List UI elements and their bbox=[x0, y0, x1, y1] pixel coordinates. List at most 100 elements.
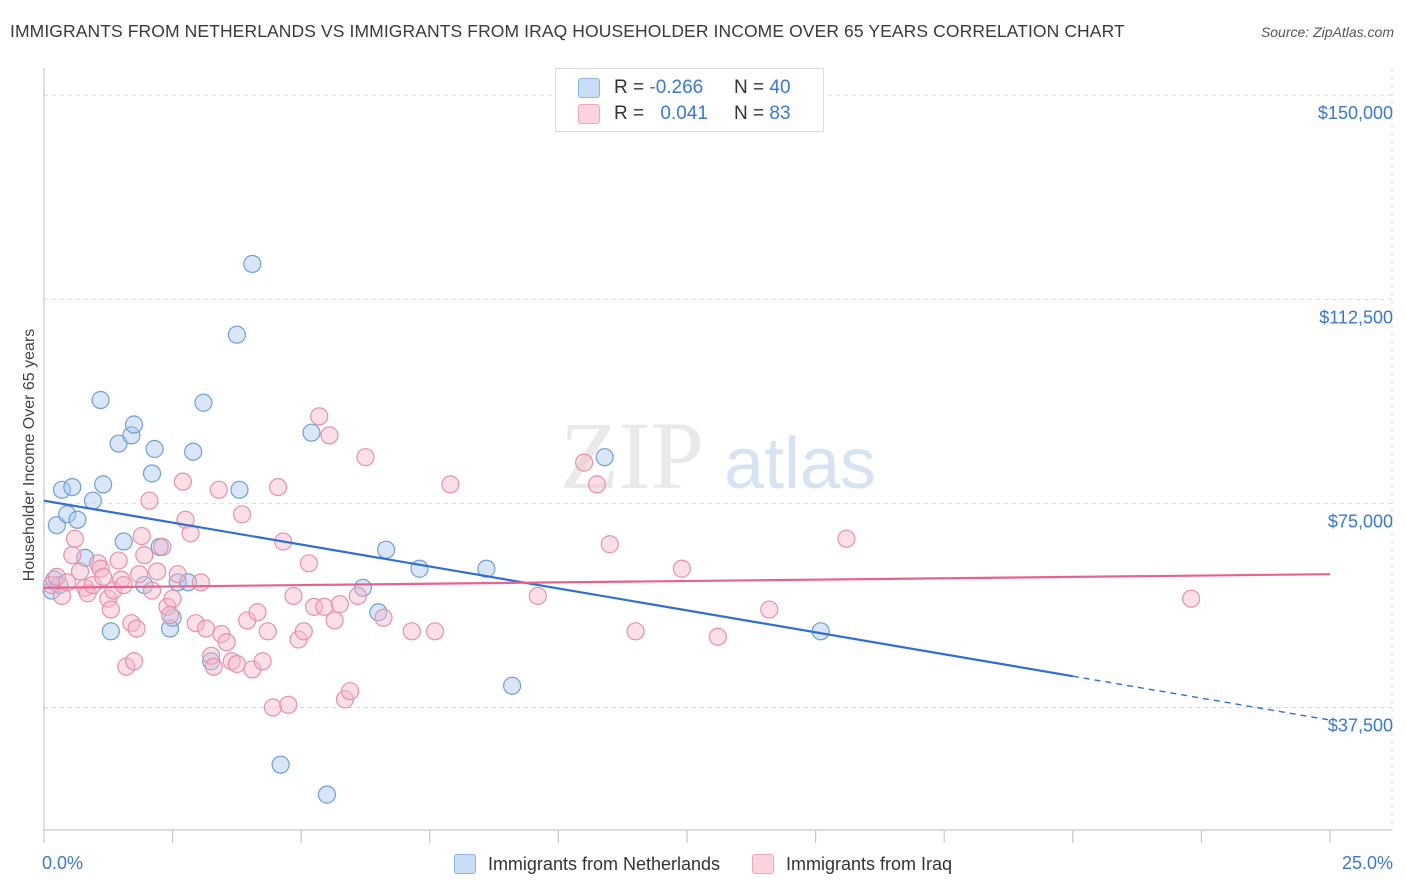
trend-line-iraq bbox=[43, 573, 1331, 589]
point-iraq bbox=[708, 627, 727, 646]
y-tick-label: $37,500 bbox=[1328, 716, 1393, 736]
point-iraq bbox=[626, 622, 645, 641]
point-iraq bbox=[315, 597, 334, 616]
r-value-iraq: 0.041 bbox=[660, 103, 708, 124]
point-netherlands bbox=[145, 439, 164, 459]
point-netherlands bbox=[52, 480, 72, 499]
point-netherlands bbox=[302, 423, 321, 442]
point-netherlands bbox=[109, 434, 128, 453]
point-iraq bbox=[263, 698, 283, 717]
point-iraq bbox=[374, 608, 393, 627]
trend-line-netherlands bbox=[43, 499, 1073, 678]
point-iraq bbox=[294, 622, 313, 641]
point-netherlands bbox=[114, 532, 133, 551]
point-iraq bbox=[173, 472, 192, 491]
watermark-atlas: atlas bbox=[724, 424, 876, 504]
point-iraq bbox=[284, 586, 303, 606]
point-iraq bbox=[528, 586, 547, 606]
legend-swatch-iraq bbox=[752, 854, 775, 874]
point-netherlands bbox=[63, 478, 82, 497]
n-label: N = bbox=[734, 103, 770, 124]
point-netherlands bbox=[124, 415, 144, 434]
legend-row-netherlands: R = -0.266 N = 40 bbox=[578, 77, 791, 99]
point-iraq bbox=[222, 652, 241, 671]
axes bbox=[43, 68, 1392, 843]
tick-labels: $37,500 $75,000 $112,500 $150,000 0.0% 25.0% bbox=[42, 103, 1393, 873]
n-label: N = bbox=[734, 77, 770, 98]
point-netherlands bbox=[68, 510, 87, 529]
point-netherlands bbox=[160, 619, 180, 638]
point-netherlands bbox=[91, 390, 110, 410]
y-tick-label: $112,500 bbox=[1319, 307, 1393, 327]
point-iraq bbox=[600, 535, 619, 554]
point-iraq bbox=[204, 657, 223, 676]
point-iraq bbox=[163, 589, 182, 608]
point-netherlands bbox=[376, 540, 396, 559]
point-iraq bbox=[196, 619, 216, 638]
r-label: R = bbox=[614, 77, 650, 98]
series-legend: Immigrants from Netherlands Immigrants f… bbox=[0, 852, 1406, 876]
point-iraq bbox=[1182, 589, 1201, 608]
point-iraq bbox=[114, 575, 133, 595]
x-tick-label: 25.0% bbox=[1342, 853, 1393, 873]
point-iraq bbox=[310, 407, 329, 426]
point-netherlands bbox=[243, 254, 262, 274]
point-iraq bbox=[279, 695, 298, 714]
point-netherlands bbox=[317, 785, 337, 804]
point-iraq bbox=[101, 600, 120, 619]
point-iraq bbox=[153, 537, 172, 557]
legend-swatch-netherlands bbox=[453, 854, 476, 874]
point-iraq bbox=[232, 505, 252, 524]
point-iraq bbox=[140, 491, 159, 510]
point-netherlands bbox=[194, 393, 213, 412]
point-netherlands bbox=[163, 608, 182, 627]
point-iraq bbox=[127, 619, 146, 638]
n-value-netherlands: 40 bbox=[769, 77, 791, 98]
point-iraq bbox=[587, 475, 607, 494]
point-iraq bbox=[299, 554, 319, 573]
point-netherlands bbox=[369, 603, 388, 622]
point-iraq bbox=[268, 478, 288, 497]
point-netherlands bbox=[122, 426, 141, 445]
point-iraq bbox=[672, 559, 691, 578]
point-iraq bbox=[94, 567, 113, 587]
grid bbox=[44, 68, 1393, 830]
point-iraq bbox=[70, 562, 90, 581]
point-netherlands bbox=[271, 755, 290, 774]
data-points bbox=[42, 254, 1201, 804]
point-iraq bbox=[168, 565, 187, 584]
point-iraq bbox=[575, 453, 594, 472]
point-netherlands bbox=[184, 442, 203, 461]
point-iraq bbox=[191, 573, 210, 592]
point-iraq bbox=[47, 567, 66, 587]
point-iraq bbox=[142, 581, 162, 600]
point-iraq bbox=[253, 652, 272, 671]
point-iraq bbox=[441, 475, 460, 494]
point-iraq bbox=[122, 614, 141, 633]
point-iraq bbox=[135, 546, 154, 565]
legend-item-iraq: Immigrants from Iraq bbox=[752, 854, 952, 875]
point-iraq bbox=[258, 622, 277, 641]
point-netherlands bbox=[83, 491, 102, 510]
legend-label-netherlands: Immigrants from Netherlands bbox=[487, 853, 721, 874]
point-iraq bbox=[356, 448, 375, 467]
watermark-zip: ZIP bbox=[560, 402, 704, 509]
point-iraq bbox=[320, 426, 339, 445]
point-iraq bbox=[209, 480, 228, 499]
legend-swatch-iraq bbox=[578, 104, 600, 124]
point-iraq bbox=[65, 529, 84, 548]
point-iraq bbox=[340, 682, 360, 701]
point-netherlands bbox=[101, 622, 120, 641]
legend-label-iraq: Immigrants from Iraq bbox=[786, 853, 953, 874]
point-iraq bbox=[132, 526, 151, 546]
trend-line-netherlands-extrapolated bbox=[1072, 675, 1331, 721]
chart-title: IMMIGRANTS FROM NETHERLANDS VS IMMIGRANT… bbox=[10, 21, 1125, 41]
point-iraq bbox=[186, 614, 205, 633]
point-iraq bbox=[348, 586, 367, 606]
legend-row-iraq: R = 0.041 N = 83 bbox=[578, 103, 791, 125]
r-label: R = bbox=[614, 103, 650, 124]
point-iraq bbox=[160, 605, 180, 625]
point-iraq bbox=[148, 562, 167, 581]
point-iraq bbox=[330, 595, 349, 614]
